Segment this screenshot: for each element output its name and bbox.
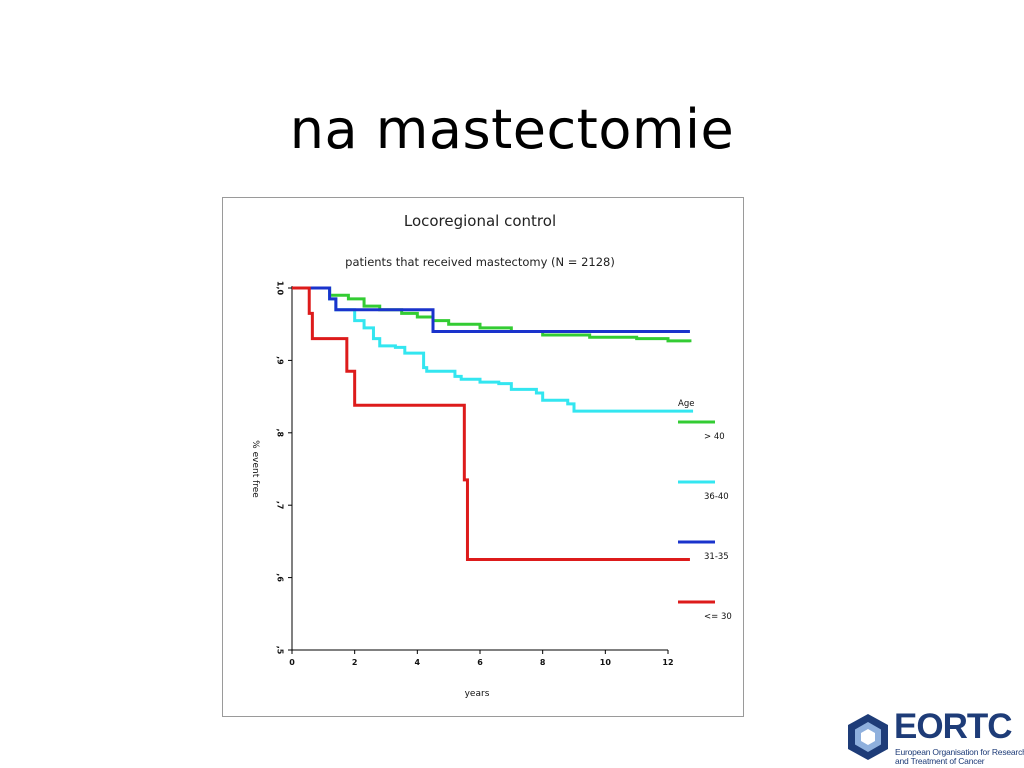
y-axis-label: % event free: [250, 440, 260, 498]
logo-wordmark: EORTC: [894, 707, 1012, 746]
logo-tagline-1: European Organisation for Research: [895, 747, 1024, 757]
y-tick-label: ,5: [276, 646, 285, 655]
x-tick-label: 6: [477, 658, 483, 667]
eortc-hexagon-icon: [848, 714, 888, 760]
chart: Locoregional control patients that recei…: [250, 212, 732, 699]
x-tick-label: 0: [289, 658, 295, 667]
eortc-logo: EORTC European Organisation for Research…: [844, 707, 1024, 767]
x-tick-label: 12: [662, 658, 673, 667]
series-line-2: [292, 286, 690, 333]
x-tick-label: 4: [415, 658, 421, 667]
x-tick-label: 10: [600, 658, 612, 667]
x-tick-label: 8: [540, 658, 546, 667]
legend-title: Age: [678, 399, 694, 409]
axes: 0 2 4 6 8 10 12 1,0 ,9 ,8 ,7 ,6 ,5 years % event free: [250, 281, 674, 699]
y-tick-label: ,7: [276, 501, 285, 510]
legend-label-3: <= 30: [704, 612, 732, 622]
chart-frame: Locoregional control patients that recei…: [222, 197, 744, 717]
legend: Age > 40 36-40 31-35 <= 30: [678, 399, 732, 622]
logo-tagline-2: and Treatment of Cancer: [895, 756, 985, 766]
x-axis-label: years: [465, 689, 490, 699]
legend-label-1: 36-40: [704, 492, 729, 502]
y-tick-label: ,9: [276, 356, 285, 365]
x-tick-label: 2: [352, 658, 358, 667]
series-line-1: [292, 286, 694, 413]
series-line-3: [292, 286, 690, 561]
series-layer: [292, 286, 694, 561]
chart-title: Locoregional control: [404, 212, 556, 230]
series-line-0: [292, 286, 692, 343]
slide-title: na mastectomie: [289, 98, 735, 161]
y-tick-label: ,8: [276, 428, 285, 437]
legend-label-2: 31-35: [704, 552, 729, 562]
y-tick-label: ,6: [276, 573, 285, 582]
legend-label-0: > 40: [704, 432, 725, 442]
y-tick-label: 1,0: [276, 281, 285, 296]
chart-subtitle: patients that received mastectomy (N = 2…: [345, 255, 615, 269]
